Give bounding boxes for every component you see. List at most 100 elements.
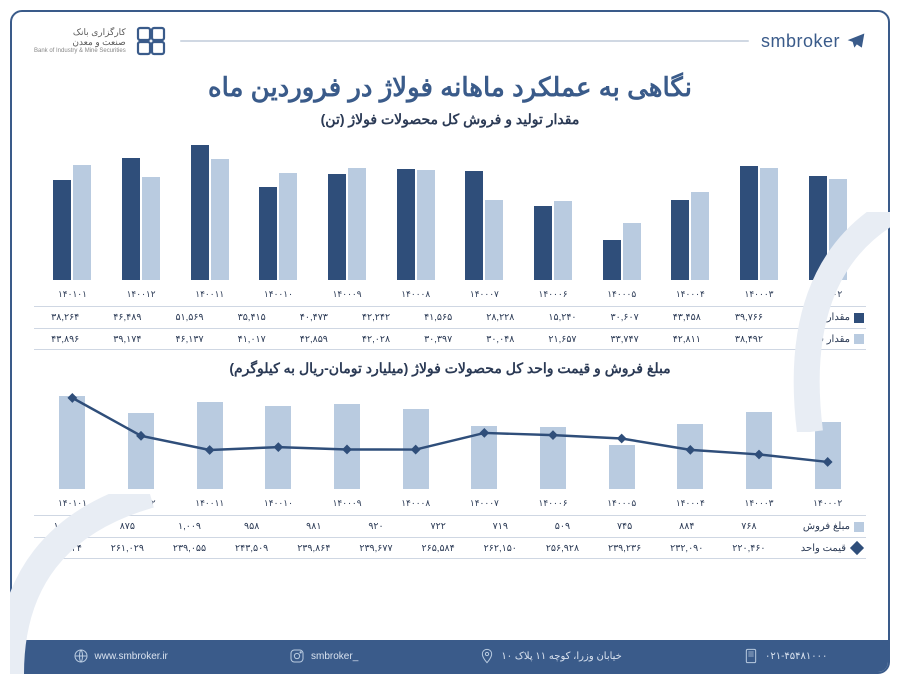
main-frame: کارگزاری بانک صنعت و معدن Bank of Indust…	[10, 10, 890, 674]
bar-production	[397, 169, 415, 280]
bar-group	[809, 176, 847, 280]
page-title: نگاهی به عملکرد ماهانه فولاژ در فروردین …	[34, 72, 866, 103]
chart2-xlabels: ۱۴۰۰۰۲۱۴۰۰۰۳۱۴۰۰۰۴۱۴۰۰۰۵۱۴۰۰۰۶۱۴۰۰۰۷۱۴۰۰…	[38, 498, 862, 509]
x-label: ۱۴۰۰۱۲	[117, 498, 165, 509]
bar-production	[465, 171, 483, 280]
dark-square-icon	[854, 313, 864, 323]
x-label: ۱۴۰۰۰۶	[529, 289, 577, 300]
globe-icon	[73, 648, 89, 664]
header: کارگزاری بانک صنعت و معدن Bank of Indust…	[34, 24, 866, 58]
footer-address: خیابان وزرا، کوچه ۱۱ پلاک ۱۰	[479, 648, 621, 664]
table-cell: ۲۸,۲۲۸	[476, 312, 524, 323]
telegram-icon	[846, 31, 866, 51]
footer-phone: ۰۲۱-۴۵۴۸۱۰۰۰	[743, 648, 827, 664]
x-label: ۱۴۰۱۰۱	[48, 289, 96, 300]
brand-name: smbroker	[761, 31, 840, 52]
table-cell: ۲۳۲,۰۹۰	[663, 543, 711, 554]
bar-group	[671, 192, 709, 280]
bar-group	[328, 168, 366, 280]
bar-production	[259, 187, 277, 280]
light-square-icon-2	[854, 522, 864, 532]
x-label: ۱۴۰۰۰۸	[392, 498, 440, 509]
row-cells-price: ۲۲۰,۴۶۰۲۳۲,۰۹۰۲۳۹,۲۳۶۲۵۶,۹۲۸۲۶۲,۱۵۰۲۶۵,۵…	[34, 543, 780, 554]
table-cell: ۲۳۹,۸۶۴	[290, 543, 338, 554]
table-cell: ۲۳۹,۲۳۶	[601, 543, 649, 554]
bar-amount	[677, 424, 703, 489]
table-cell: ۳۰,۳۹۷	[414, 334, 462, 345]
bar-amount	[334, 404, 360, 489]
x-label: ۱۴۰۰۰۵	[598, 498, 646, 509]
table-cell: ۸۸۴	[663, 521, 711, 532]
chart1-title: مقدار تولید و فروش کل محصولات فولاژ (تن)	[34, 111, 866, 128]
footer-website: www.smbroker.ir	[73, 648, 168, 664]
table-cell: ۴۲,۰۲۸	[352, 334, 400, 345]
table-cell: ۲۱,۶۵۷	[538, 334, 586, 345]
table-cell: ۴۱,۵۶۵	[414, 312, 462, 323]
bar-sales	[623, 223, 641, 280]
table-cell: ۹۲۰	[352, 521, 400, 532]
row-label-production: مقدار تولید	[780, 312, 866, 323]
table-cell: ۳۹,۷۶۶	[725, 312, 773, 323]
diamond-marker-icon	[850, 541, 864, 555]
bar-group	[397, 169, 435, 280]
bar-amount	[609, 445, 635, 489]
table-cell: ۹۸۱	[290, 521, 338, 532]
x-label: ۱۴۰۰۱۱	[186, 498, 234, 509]
table-cell: ۴۰,۴۷۳	[290, 312, 338, 323]
bar-sales	[829, 179, 847, 280]
bar-production	[809, 176, 827, 280]
table-cell: ۳۵,۴۱۵	[228, 312, 276, 323]
bar-production	[534, 206, 552, 280]
table-cell: ۲۵۶,۹۲۸	[538, 543, 586, 554]
table-cell: ۳۰,۶۰۷	[601, 312, 649, 323]
row-cells-sales: ۳۸,۴۹۲۴۲,۸۱۱۳۳,۷۴۷۲۱,۶۵۷۳۰,۰۴۸۳۰,۳۹۷۴۲,۰…	[34, 334, 780, 345]
logo-line3: Bank of Industry & Mine Securities	[34, 48, 126, 55]
bar-production	[603, 240, 621, 280]
chart2-table: مبلغ فروش ۷۶۸۸۸۴۷۴۵۵۰۹۷۱۹۷۲۲۹۲۰۹۸۱۹۵۸۱,۰…	[34, 515, 866, 559]
bar-sales	[142, 177, 160, 280]
location-icon	[479, 648, 495, 664]
chart2-bars	[38, 385, 862, 489]
table-cell: ۹۵۸	[228, 521, 276, 532]
row-label-sales: مقدار فروش	[780, 334, 866, 345]
table-cell: ۱,۰۰۹	[166, 521, 214, 532]
table-cell: ۴۶,۴۸۹	[103, 312, 151, 323]
x-label: ۱۴۰۰۰۹	[323, 289, 371, 300]
bar-group	[122, 158, 160, 280]
table-cell: ۴۳,۸۹۶	[41, 334, 89, 345]
chart2: ۱۴۰۰۰۲۱۴۰۰۰۳۱۴۰۰۰۴۱۴۰۰۰۵۱۴۰۰۰۶۱۴۰۰۰۷۱۴۰۰…	[38, 385, 862, 513]
header-divider	[180, 40, 749, 42]
bar-sales	[554, 201, 572, 280]
table-cell: ۲۶۵,۵۸۴	[414, 543, 462, 554]
bar-sales	[760, 168, 778, 280]
bar-group	[259, 173, 297, 280]
row-cells-production: ۳۹,۷۶۶۴۳,۴۵۸۳۰,۶۰۷۱۵,۲۴۰۲۸,۲۲۸۴۱,۵۶۵۴۲,۲…	[34, 312, 780, 323]
chart1-xlabels: ۱۴۰۰۰۲۱۴۰۰۰۳۱۴۰۰۰۴۱۴۰۰۰۵۱۴۰۰۰۶۱۴۰۰۰۷۱۴۰۰…	[38, 289, 862, 300]
x-label: ۱۴۰۰۰۳	[735, 289, 783, 300]
x-label: ۱۴۰۱۰۱	[48, 498, 96, 509]
table-cell: ۴۲,۲۴۲	[352, 312, 400, 323]
bar-group	[465, 171, 503, 280]
phone-icon	[743, 648, 759, 664]
x-label: ۱۴۰۰۱۲	[117, 289, 165, 300]
table-cell: ۳۰,۰۴۸	[476, 334, 524, 345]
bar-group	[534, 201, 572, 280]
x-label: ۱۴۰۰۰۵	[598, 289, 646, 300]
table-cell: ۲۶۱,۰۲۹	[103, 543, 151, 554]
table-row-production: مقدار تولید ۳۹,۷۶۶۴۳,۴۵۸۳۰,۶۰۷۱۵,۲۴۰۲۸,۲…	[34, 306, 866, 328]
chart1-bars	[38, 136, 862, 280]
table-cell: ۲۳۹,۰۵۵	[166, 543, 214, 554]
row-cells-amount: ۷۶۸۸۸۴۷۴۵۵۰۹۷۱۹۷۲۲۹۲۰۹۸۱۹۵۸۱,۰۰۹۸۷۵۱,۰۷۷	[34, 521, 780, 532]
table-cell: ۳۳,۷۴۷	[601, 334, 649, 345]
bar-production	[191, 145, 209, 280]
table-cell: ۴۳,۴۵۸	[663, 312, 711, 323]
bar-amount	[403, 409, 429, 489]
bar-production	[328, 174, 346, 280]
bar-sales	[417, 170, 435, 280]
table-cell: ۷۴۵	[601, 521, 649, 532]
x-label: ۱۴۰۰۰۷	[460, 498, 508, 509]
x-label: ۱۴۰۰۰۶	[529, 498, 577, 509]
table-row-sales: مقدار فروش ۳۸,۴۹۲۴۲,۸۱۱۳۳,۷۴۷۲۱,۶۵۷۳۰,۰۴…	[34, 328, 866, 350]
table-cell: ۲۳۹,۶۷۷	[352, 543, 400, 554]
table-cell: ۳۱۹,۹۳۴	[41, 543, 89, 554]
